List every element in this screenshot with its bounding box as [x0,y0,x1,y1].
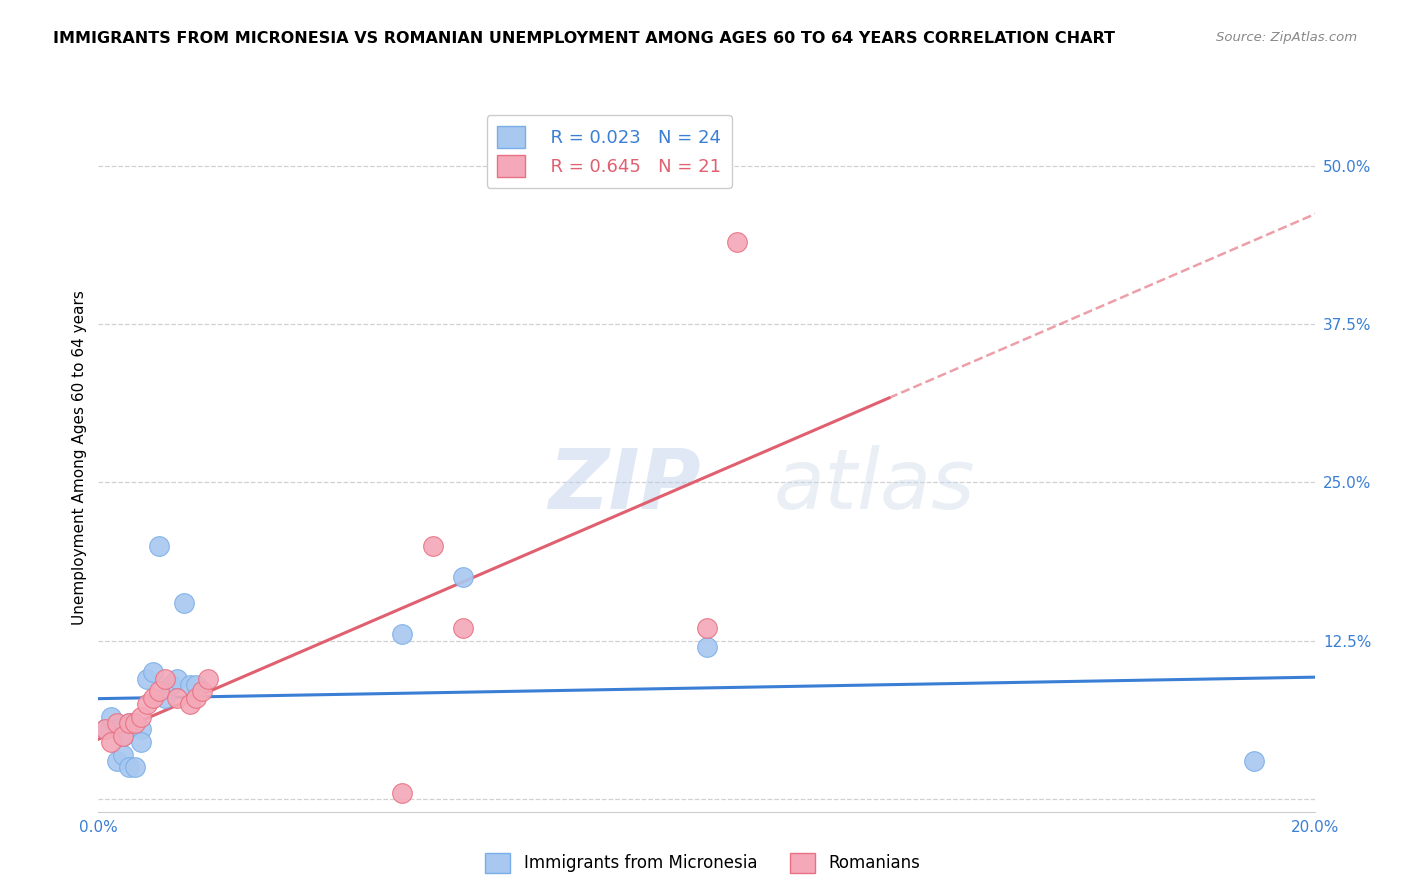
Point [124,760,146,774]
Point [148,684,170,698]
Point [184,690,207,705]
Point [93,723,115,737]
Point [105,716,128,731]
Point [100,735,122,749]
Point [422,539,444,553]
Point [105,723,128,737]
Point [160,678,183,692]
Point [696,640,718,654]
Point [118,760,141,774]
Point [100,710,122,724]
Point [391,627,413,641]
Point [197,672,219,686]
Point [93,723,115,737]
Point [453,621,475,635]
Point [155,672,177,686]
Point [173,596,195,610]
Point [142,690,165,705]
Point [148,539,170,553]
Legend:   R = 0.023   N = 24,   R = 0.645   N = 21: R = 0.023 N = 24, R = 0.645 N = 21 [486,115,731,188]
Point [142,665,165,680]
Point [166,672,188,686]
Point [179,697,201,711]
Point [725,235,748,249]
Point [129,710,152,724]
Point [191,684,214,698]
Text: IMMIGRANTS FROM MICRONESIA VS ROMANIAN UNEMPLOYMENT AMONG AGES 60 TO 64 YEARS CO: IMMIGRANTS FROM MICRONESIA VS ROMANIAN U… [53,31,1115,46]
Text: ZIP: ZIP [548,445,702,526]
Point [111,747,134,762]
Point [453,570,475,584]
Point [124,716,146,731]
Point [111,729,134,743]
Point [179,678,201,692]
Point [166,690,188,705]
Text: Source: ZipAtlas.com: Source: ZipAtlas.com [1216,31,1357,45]
Legend: Immigrants from Micronesia, Romanians: Immigrants from Micronesia, Romanians [478,847,928,880]
Point [184,678,207,692]
Point [129,735,152,749]
Point [111,729,134,743]
Point [105,754,128,768]
Text: atlas: atlas [773,445,974,526]
Y-axis label: Unemployment Among Ages 60 to 64 years: Unemployment Among Ages 60 to 64 years [72,290,87,624]
Point [696,621,718,635]
Point [1243,754,1265,768]
Point [118,716,141,731]
Point [136,697,159,711]
Point [136,672,159,686]
Point [129,723,152,737]
Point [118,716,141,731]
Point [155,690,177,705]
Point [391,786,413,800]
